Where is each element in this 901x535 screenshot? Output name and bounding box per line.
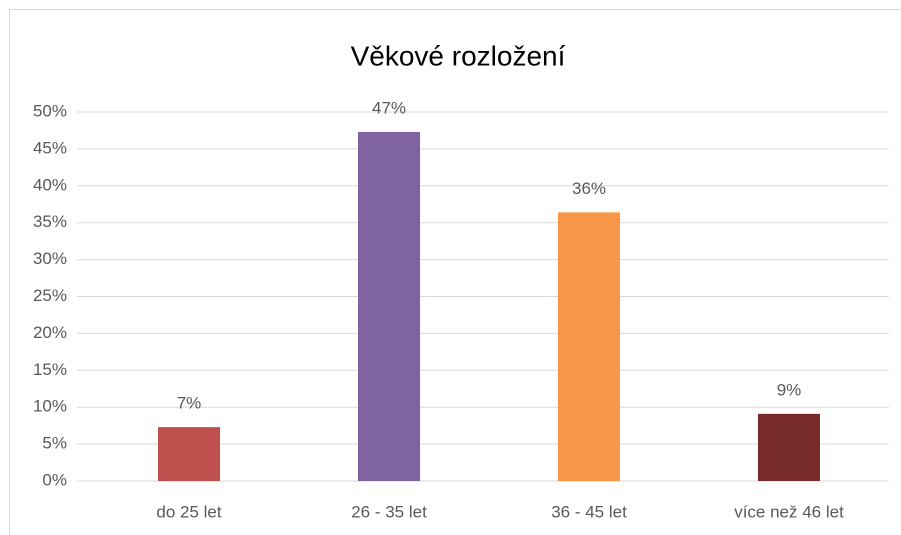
y-tick-label: 25%: [33, 286, 67, 305]
y-tick-label: 50%: [33, 101, 67, 120]
y-tick-label: 35%: [33, 212, 67, 231]
data-label: 36%: [572, 179, 606, 198]
y-tick-label: 45%: [33, 138, 67, 157]
y-tick-label: 40%: [33, 175, 67, 194]
y-tick-label: 15%: [33, 360, 67, 379]
x-tick-label: 36 - 45 let: [551, 502, 627, 521]
y-tick-label: 20%: [33, 323, 67, 342]
y-tick-label: 5%: [42, 434, 67, 453]
bar: [358, 131, 420, 481]
data-label: 9%: [777, 380, 802, 399]
x-tick-label: více než 46 let: [734, 502, 844, 521]
x-tick-label: do 25 let: [156, 502, 221, 521]
chart-title: Věkové rozložení: [351, 40, 566, 71]
bar: [758, 413, 820, 481]
x-tick-label: 26 - 35 let: [351, 502, 427, 521]
data-label: 47%: [372, 98, 406, 117]
y-tick-label: 30%: [33, 249, 67, 268]
y-tick-label: 0%: [42, 470, 67, 489]
bar: [158, 427, 220, 481]
bar: [558, 212, 620, 482]
data-label: 7%: [177, 394, 202, 413]
y-tick-label: 10%: [33, 397, 67, 416]
